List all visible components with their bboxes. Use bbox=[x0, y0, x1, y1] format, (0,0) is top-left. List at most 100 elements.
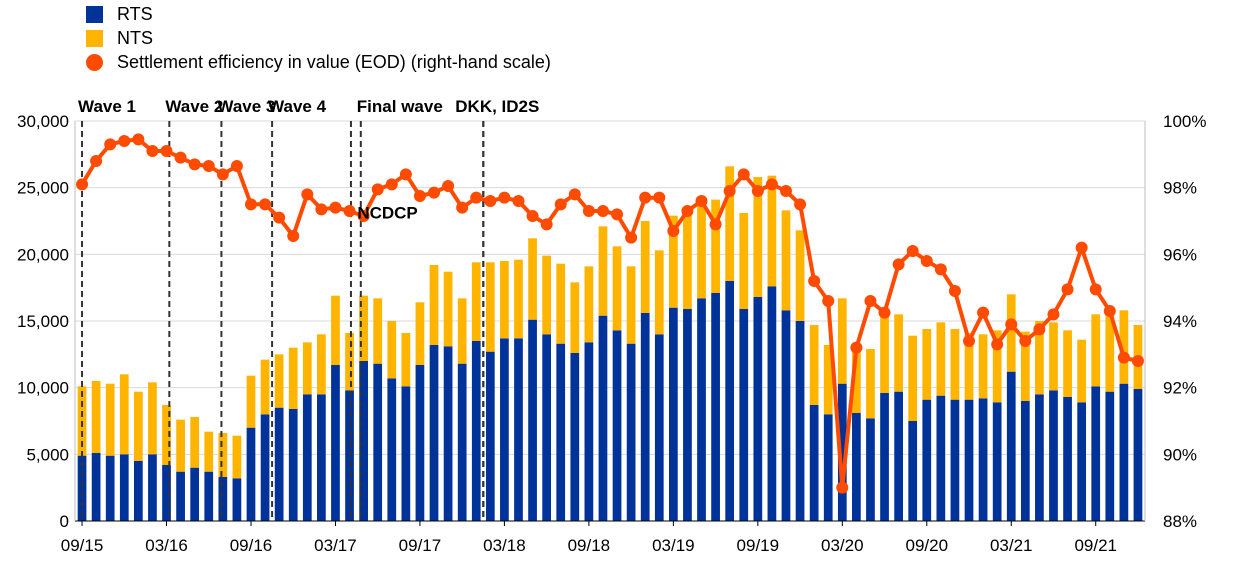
x-tick-label: 03/19 bbox=[652, 536, 695, 555]
bar-rts bbox=[148, 454, 157, 521]
bar-nts bbox=[91, 381, 101, 453]
bar-rts bbox=[260, 414, 270, 521]
efficiency-point bbox=[948, 285, 961, 297]
bar-rts bbox=[429, 345, 439, 521]
efficiency-point bbox=[709, 218, 722, 231]
bar-rts bbox=[1063, 397, 1072, 521]
bar-nts bbox=[133, 391, 143, 461]
bar-rts bbox=[1105, 391, 1115, 521]
bar-rts bbox=[232, 478, 242, 521]
bar-nts bbox=[232, 435, 242, 479]
bar-nts bbox=[683, 213, 692, 309]
efficiency-point bbox=[540, 218, 553, 231]
bar-rts bbox=[119, 454, 129, 521]
event-label: Wave 2 bbox=[165, 97, 223, 116]
bar-nts bbox=[767, 175, 777, 287]
efficiency-point bbox=[188, 158, 201, 171]
efficiency-point bbox=[568, 188, 581, 201]
bar-rts bbox=[753, 297, 763, 521]
x-tick-label: 09/17 bbox=[399, 536, 442, 555]
efficiency-line-group bbox=[76, 133, 1144, 494]
bar-rts bbox=[908, 421, 918, 521]
bar-rts bbox=[500, 338, 509, 521]
bar-rts bbox=[556, 343, 566, 521]
efficiency-point bbox=[230, 160, 243, 172]
bar-nts bbox=[359, 295, 368, 361]
bar-rts bbox=[415, 365, 425, 521]
x-tick-label: 03/20 bbox=[821, 536, 864, 555]
bar-rts bbox=[640, 313, 650, 521]
efficiency-point bbox=[76, 178, 89, 191]
efficiency-point bbox=[512, 195, 525, 207]
bar-nts bbox=[514, 259, 523, 339]
bar-rts bbox=[964, 399, 974, 521]
bar-nts bbox=[598, 226, 608, 316]
efficiency-point bbox=[653, 191, 666, 204]
bar-nts bbox=[809, 325, 819, 405]
bar-rts bbox=[218, 477, 228, 521]
bar-nts bbox=[570, 282, 580, 353]
y-left-tick-label: 15,000 bbox=[17, 312, 69, 331]
bar-rts bbox=[359, 361, 368, 521]
bar-nts bbox=[711, 199, 720, 293]
bar-rts bbox=[598, 315, 608, 521]
bar-rts bbox=[1020, 401, 1030, 521]
bar-rts bbox=[767, 286, 777, 521]
bar-nts bbox=[837, 298, 847, 384]
x-tick-label: 03/18 bbox=[483, 536, 526, 555]
x-tick-label: 09/21 bbox=[1074, 536, 1117, 555]
bar-nts bbox=[443, 271, 453, 347]
bar-nts bbox=[1119, 310, 1129, 384]
bar-rts bbox=[626, 343, 636, 521]
bar-rts bbox=[992, 402, 1002, 521]
bar-nts bbox=[697, 203, 706, 299]
bar-rts bbox=[317, 394, 326, 521]
efficiency-point bbox=[723, 185, 736, 197]
y-left-tick-label: 5,000 bbox=[26, 445, 69, 464]
efficiency-point bbox=[104, 138, 117, 151]
efficiency-point bbox=[625, 231, 638, 244]
bar-rts bbox=[288, 409, 298, 521]
event-label: Wave 1 bbox=[78, 97, 136, 116]
efficiency-point bbox=[695, 195, 708, 207]
bar-rts bbox=[204, 471, 214, 521]
bar-rts bbox=[190, 467, 200, 521]
bar-nts bbox=[331, 295, 340, 365]
bar-nts bbox=[429, 265, 439, 345]
efficiency-point bbox=[808, 275, 821, 287]
bar-nts bbox=[556, 263, 566, 344]
efficiency-point bbox=[526, 210, 539, 222]
efficiency-point bbox=[751, 185, 764, 197]
x-tick-label: 09/19 bbox=[737, 536, 780, 555]
efficiency-point bbox=[906, 245, 919, 257]
bar-rts bbox=[978, 398, 988, 521]
bar-nts bbox=[246, 375, 256, 428]
x-tick-label: 09/20 bbox=[906, 536, 949, 555]
efficiency-point bbox=[160, 145, 173, 157]
bar-nts bbox=[866, 349, 875, 419]
bar-rts bbox=[176, 471, 185, 521]
bar-nts bbox=[415, 302, 425, 365]
bar-nts bbox=[105, 383, 115, 456]
efficiency-point bbox=[174, 151, 187, 164]
efficiency-point bbox=[582, 205, 595, 217]
bar-rts bbox=[302, 394, 312, 521]
bar-nts bbox=[739, 213, 749, 309]
efficiency-point bbox=[794, 198, 807, 211]
bar-nts bbox=[204, 431, 214, 472]
bar-nts bbox=[781, 210, 791, 311]
bar-nts bbox=[387, 321, 397, 379]
y-right-tick-label: 88% bbox=[1163, 512, 1197, 531]
bar-rts bbox=[162, 465, 171, 521]
x-tick-label: 09/16 bbox=[230, 536, 273, 555]
bar-rts bbox=[1049, 390, 1058, 521]
bar-nts bbox=[640, 221, 650, 313]
legend-swatch-rts bbox=[86, 5, 103, 23]
legend-label-efficiency: Settlement efficiency in value (EOD) (ri… bbox=[117, 51, 551, 72]
bar-rts bbox=[373, 363, 383, 521]
efficiency-point bbox=[596, 205, 609, 217]
efficiency-point bbox=[1047, 308, 1060, 321]
x-tick-label: 03/17 bbox=[314, 536, 357, 555]
efficiency-point bbox=[611, 208, 624, 221]
bar-nts bbox=[1063, 330, 1072, 397]
